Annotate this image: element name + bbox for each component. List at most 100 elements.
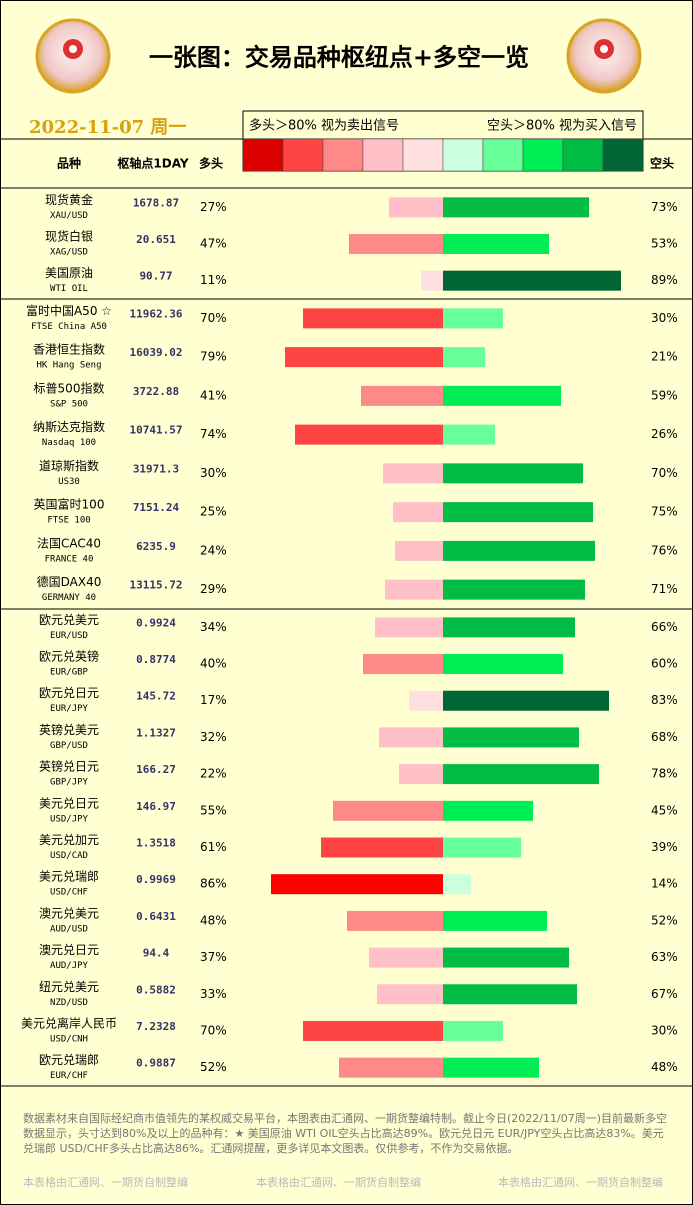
short-bar bbox=[443, 1057, 539, 1078]
pivot: 7.2328 bbox=[136, 1020, 176, 1033]
short-bar bbox=[443, 463, 583, 484]
short-bar bbox=[443, 197, 589, 218]
short-label: 89% bbox=[651, 273, 678, 287]
item-name: 欧元兑瑞郎 bbox=[39, 1053, 99, 1067]
short-label: 48% bbox=[651, 1060, 678, 1074]
long-label: 61% bbox=[200, 840, 227, 854]
short-bar bbox=[443, 308, 503, 329]
logo bbox=[35, 18, 111, 94]
short-label: 75% bbox=[651, 505, 678, 519]
pivot: 1678.87 bbox=[133, 196, 179, 209]
short-label: 30% bbox=[651, 311, 678, 325]
long-label: 47% bbox=[200, 237, 227, 251]
footer-note: 数据素材来自国际经纪商市值领先的某权威交易平台，本图表由汇通网、一期货整编特制。… bbox=[23, 1112, 667, 1155]
item-code: GBP/JPY bbox=[50, 778, 89, 788]
short-bar bbox=[443, 837, 521, 858]
item-name: 英镑兑日元 bbox=[39, 759, 99, 774]
item-code: HK Hang Seng bbox=[36, 361, 101, 371]
item-name: 香港恒生指数 bbox=[33, 342, 105, 357]
short-label: 78% bbox=[651, 767, 678, 781]
item-name: 澳元兑日元 bbox=[39, 943, 99, 957]
long-label: 25% bbox=[200, 505, 227, 519]
short-bar bbox=[443, 874, 471, 895]
legend-swatch bbox=[442, 138, 484, 172]
short-label: 45% bbox=[651, 803, 678, 817]
legend-swatch bbox=[242, 138, 284, 172]
item-name: 美元兑离岸人民币 bbox=[21, 1015, 117, 1030]
short-label: 76% bbox=[651, 543, 678, 557]
item-name: 标普500指数 bbox=[34, 380, 105, 395]
short-bar bbox=[443, 385, 561, 406]
item-name: 现货黄金 bbox=[45, 192, 93, 207]
column-header: 品种 bbox=[57, 156, 81, 171]
item-code: AUD/JPY bbox=[50, 961, 89, 971]
item-name: 纽元兑美元 bbox=[39, 980, 99, 994]
item-code: USD/JPY bbox=[50, 814, 89, 824]
long-bar bbox=[369, 947, 443, 968]
legend-swatch bbox=[322, 138, 364, 172]
short-label: 26% bbox=[651, 427, 678, 441]
item-name: 欧元兑日元 bbox=[39, 686, 99, 700]
item-name: 澳元兑美元 bbox=[39, 906, 99, 920]
legend-swatch bbox=[602, 138, 644, 172]
short-label: 71% bbox=[651, 582, 678, 596]
pivot: 0.8774 bbox=[136, 653, 176, 666]
item-code: Nasdaq 100 bbox=[42, 438, 96, 448]
long-label: 32% bbox=[200, 730, 227, 744]
credit: 本表格由汇通网、一期货自制整编 bbox=[498, 1176, 663, 1189]
item-name: 欧元兑英镑 bbox=[39, 649, 99, 664]
long-bar bbox=[363, 654, 443, 675]
short-bar bbox=[443, 234, 549, 254]
pivot: 11962.36 bbox=[130, 307, 183, 320]
pivot: 1.3518 bbox=[136, 837, 176, 850]
pivot: 0.9924 bbox=[136, 616, 176, 629]
legend-swatch bbox=[362, 138, 404, 172]
title: 一张图：交易品种枢纽点+多空一览 bbox=[149, 43, 529, 72]
pivot: 6235.9 bbox=[136, 540, 176, 553]
pivot: 13115.72 bbox=[130, 579, 183, 592]
item-code: GERMANY 40 bbox=[42, 593, 96, 603]
long-label: 11% bbox=[200, 273, 227, 287]
short-label: 73% bbox=[651, 200, 678, 214]
long-label: 74% bbox=[200, 427, 227, 441]
item-code: FRANCE 40 bbox=[45, 554, 94, 564]
long-bar bbox=[271, 874, 443, 895]
long-bar bbox=[385, 579, 443, 600]
credit: 本表格由汇通网、一期货自制整编 bbox=[23, 1176, 188, 1189]
item-name: 英国富时100 bbox=[34, 497, 105, 512]
item-code: GBP/USD bbox=[50, 741, 88, 751]
item-name: 欧元兑美元 bbox=[39, 613, 99, 627]
short-label: 60% bbox=[651, 657, 678, 671]
pivot: 1.1327 bbox=[136, 726, 176, 739]
item-code: EUR/USD bbox=[50, 631, 88, 641]
item-code: EUR/JPY bbox=[50, 704, 89, 714]
pivot: 31971.3 bbox=[133, 462, 179, 475]
legend-label: 多头＞80% 视为卖出信号 bbox=[249, 118, 399, 134]
column-header: 多头 bbox=[199, 156, 223, 171]
short-label: 14% bbox=[651, 877, 678, 891]
date: 2022-11-07 周一 bbox=[29, 117, 186, 138]
long-bar bbox=[383, 463, 443, 484]
long-label: 79% bbox=[200, 350, 227, 364]
pivot: 20.651 bbox=[136, 233, 176, 246]
short-bar bbox=[443, 764, 599, 785]
long-label: 33% bbox=[200, 987, 227, 1001]
item-code: EUR/CHF bbox=[50, 1071, 88, 1081]
long-label: 37% bbox=[200, 950, 227, 964]
pivot: 7151.24 bbox=[133, 501, 180, 514]
item-name: 富时中国A50 ☆ bbox=[26, 303, 112, 318]
long-bar bbox=[285, 347, 443, 368]
long-bar bbox=[333, 800, 443, 821]
pivot: 94.4 bbox=[143, 947, 170, 960]
item-name: 道琼斯指数 bbox=[39, 458, 99, 473]
short-label: 63% bbox=[651, 950, 678, 964]
long-label: 70% bbox=[200, 1023, 227, 1037]
short-bar bbox=[443, 910, 547, 931]
item-code: US30 bbox=[58, 477, 80, 487]
long-bar bbox=[349, 234, 443, 254]
long-bar bbox=[377, 984, 443, 1005]
item-name: 美元兑加元 bbox=[39, 833, 99, 847]
long-label: 27% bbox=[200, 200, 227, 214]
long-label: 34% bbox=[200, 620, 227, 634]
